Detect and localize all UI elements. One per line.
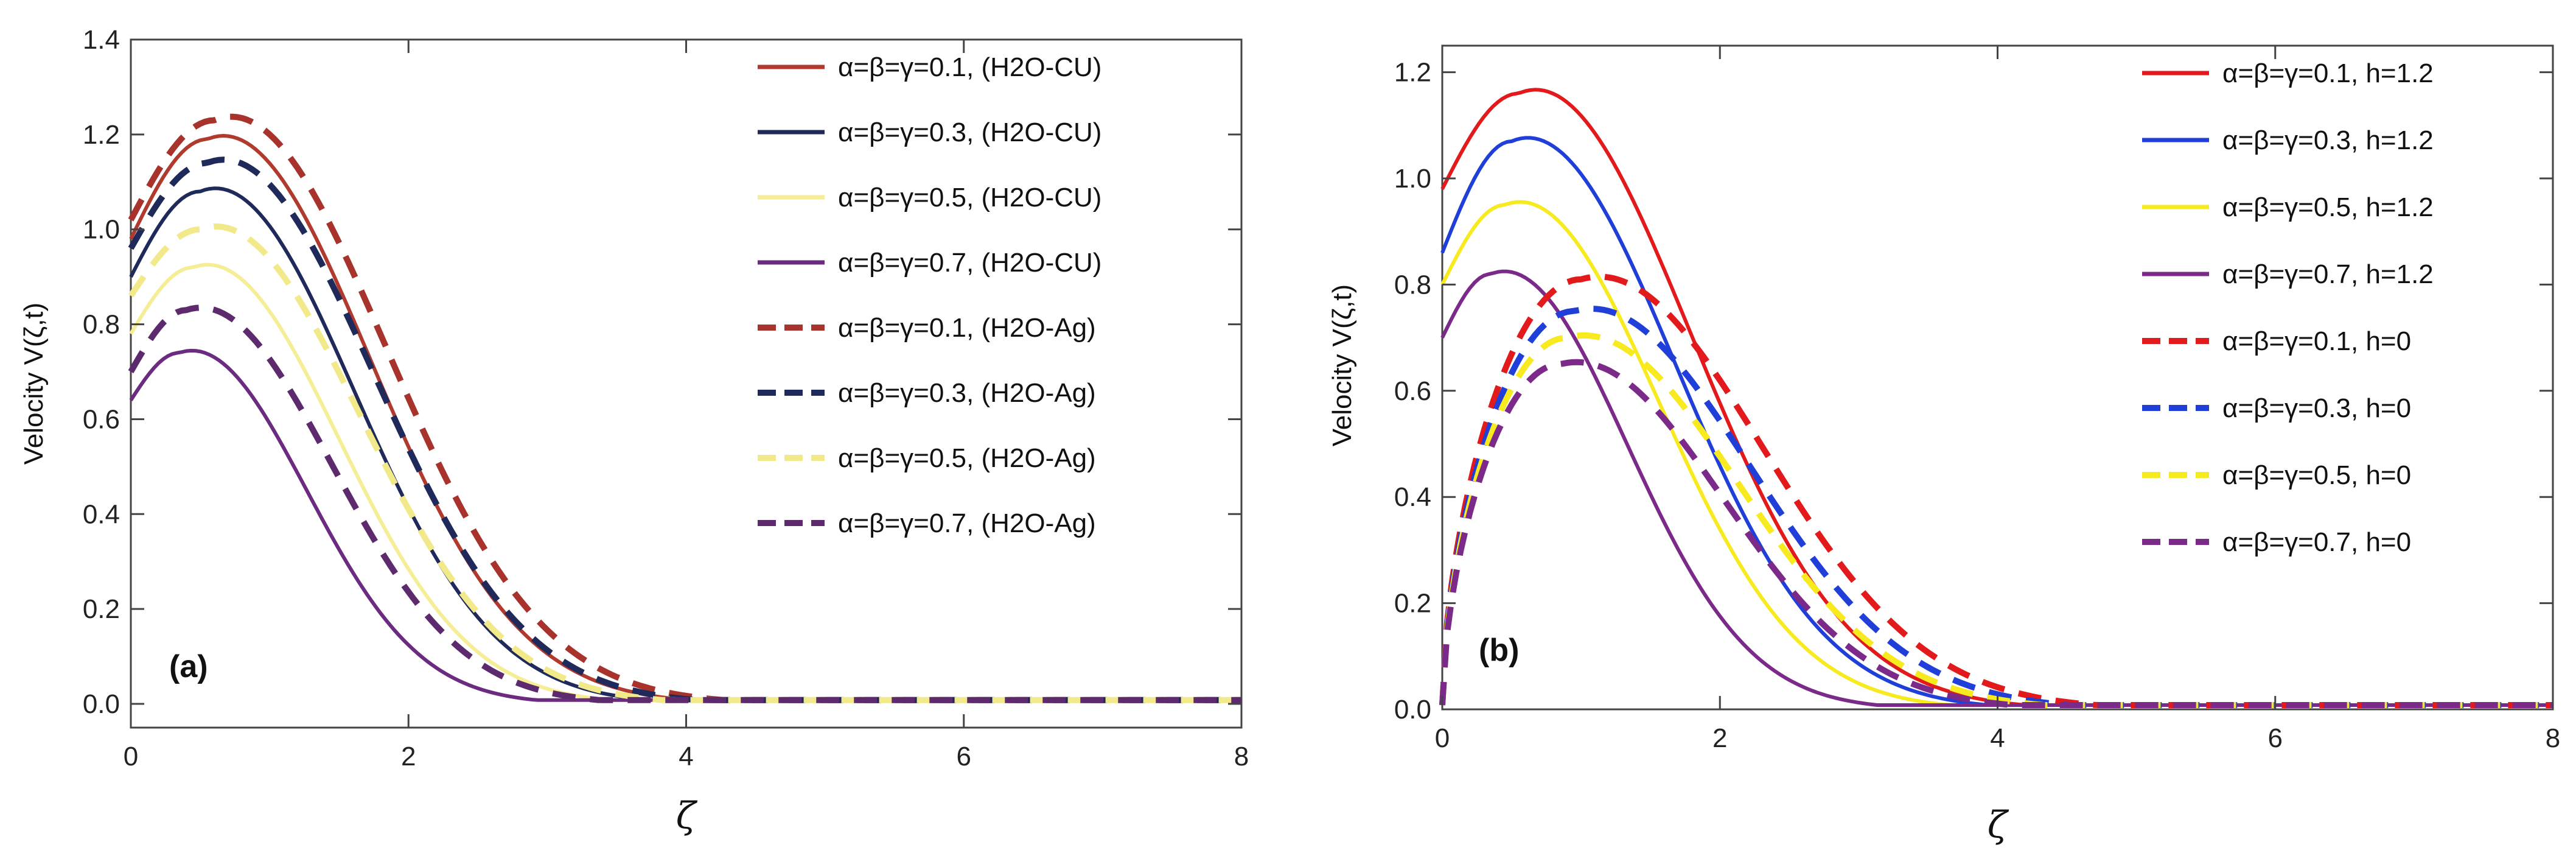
legend-label: α=β=γ=0.3, (H2O-Ag) (838, 378, 1096, 408)
y-tick-label: 0.8 (1394, 270, 1431, 300)
y-tick-label: 0.6 (1394, 376, 1431, 406)
x-tick-label: 0 (1435, 723, 1450, 753)
legend-label: α=β=γ=0.1, h=1.2 (2222, 58, 2434, 88)
y-tick-label: 0.2 (1394, 589, 1431, 619)
legend-label: α=β=γ=0.3, h=1.2 (2222, 125, 2434, 155)
legend-label: α=β=γ=0.5, (H2O-CU) (838, 183, 1101, 212)
series-line (128, 304, 1241, 703)
x-tick-label: 0 (124, 742, 138, 771)
legend-label: α=β=γ=0.5, (H2O-Ag) (838, 443, 1096, 473)
y-tick-label: 0.4 (1394, 482, 1431, 512)
y-tick-label: 1.2 (1394, 58, 1431, 88)
x-tick-label: 6 (957, 742, 971, 771)
y-axis-label: Velocity V(ζ,t) (19, 303, 49, 465)
y-tick-label: 1.4 (83, 25, 120, 55)
x-tick-label: 6 (2268, 723, 2283, 753)
legend-label: α=β=γ=0.1, (H2O-Ag) (838, 313, 1096, 343)
y-axis-label: Velocity V(ζ,t) (1327, 284, 1357, 446)
legend-label: α=β=γ=0.5, h=1.2 (2222, 192, 2434, 222)
x-tick-label: 8 (2546, 723, 2560, 753)
legend-label: α=β=γ=0.1, (H2O-CU) (838, 52, 1101, 82)
legend-label: α=β=γ=0.7, (H2O-CU) (838, 248, 1101, 278)
y-tick-label: 0.6 (83, 404, 120, 434)
x-tick-label: 8 (1234, 742, 1249, 771)
y-tick-label: 0.8 (83, 310, 120, 340)
series-line (1439, 332, 2553, 708)
legend: α=β=γ=0.1, (H2O-CU) α=β=γ=0.3, (H2O-CU) α=… (758, 52, 1101, 538)
legend-label: α=β=γ=0.5, h=0 (2222, 460, 2411, 490)
y-tick-label: 0.0 (83, 689, 120, 719)
axis-ticks: 0 2 4 6 8 0.0 0.2 0.4 0.6 0.8 1.0 1.2 (1394, 46, 2560, 753)
legend-label: α=β=γ=0.7, (H2O-Ag) (838, 508, 1096, 538)
y-tick-label: 0.4 (83, 499, 120, 529)
y-tick-label: 0.0 (1394, 695, 1431, 725)
legend-label: α=β=γ=0.7, h=1.2 (2222, 259, 2434, 289)
axis-ticks: 0 2 4 6 8 0.0 0.2 0.4 0.6 0.8 1.0 1.2 1.4 (83, 25, 1249, 771)
series-curves (128, 113, 1241, 703)
x-axis-label: ζ (1988, 804, 2009, 846)
y-tick-label: 1.0 (1394, 164, 1431, 194)
y-tick-label: 1.2 (83, 120, 120, 150)
x-tick-label: 4 (679, 742, 693, 771)
chart-panel-b: 0 2 4 6 8 0.0 0.2 0.4 0.6 0.8 1.0 1.2 α=β=γ=0.1, h=… (1327, 44, 2560, 846)
x-axis-label: ζ (676, 795, 698, 837)
series-line (128, 156, 1241, 703)
panel-label: (b) (1479, 633, 1519, 668)
x-tick-label: 2 (401, 742, 416, 771)
y-tick-label: 0.2 (83, 594, 120, 624)
chart-panel-a: 0 2 4 6 8 0.0 0.2 0.4 0.6 0.8 1.0 1.2 1.4 α=β=γ=0.1,… (19, 25, 1249, 837)
legend-label: α=β=γ=0.7, h=0 (2222, 527, 2411, 557)
legend-label: α=β=γ=0.3, h=0 (2222, 393, 2411, 423)
series-line (128, 223, 1241, 703)
panel-label: (a) (169, 649, 208, 684)
legend-label: α=β=γ=0.1, h=0 (2222, 326, 2411, 356)
legend-label: α=β=γ=0.3, (H2O-CU) (838, 118, 1101, 147)
legend: α=β=γ=0.1, h=1.2 α=β=γ=0.3, h=1.2 α=β=γ=0.… (2142, 58, 2434, 557)
x-tick-label: 2 (1712, 723, 1727, 753)
y-tick-label: 1.0 (83, 215, 120, 245)
x-tick-label: 4 (1990, 723, 2005, 753)
